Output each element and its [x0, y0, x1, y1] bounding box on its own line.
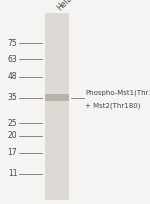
- Bar: [45, 94, 69, 101]
- Text: 25: 25: [8, 119, 17, 128]
- Text: + Mst2(Thr180): + Mst2(Thr180): [85, 102, 141, 109]
- Text: 17: 17: [8, 148, 17, 157]
- Bar: [45, 13, 69, 200]
- Text: 48: 48: [8, 72, 17, 81]
- Text: 11: 11: [8, 169, 17, 178]
- Text: 20: 20: [8, 131, 17, 140]
- Text: 63: 63: [8, 55, 17, 64]
- Text: Hela: Hela: [56, 0, 74, 12]
- Text: 75: 75: [8, 39, 17, 48]
- Text: Phospho-Mst1(Thr183): Phospho-Mst1(Thr183): [85, 90, 150, 96]
- Text: 35: 35: [8, 93, 17, 102]
